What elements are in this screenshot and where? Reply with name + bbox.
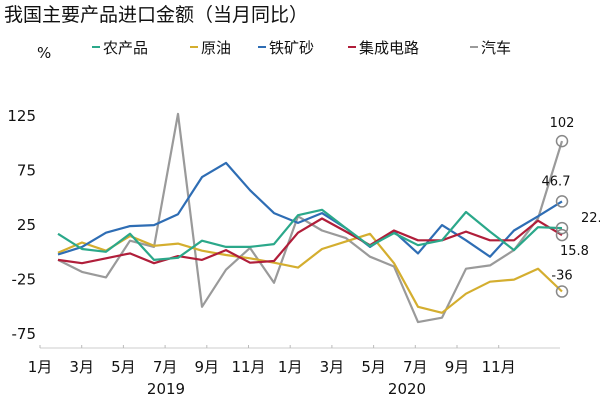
y-tick-label: 125 xyxy=(7,107,36,125)
legend: 农产品 原油 铁矿砂 集成电路 汽车 xyxy=(92,39,511,57)
y-tick-label: -25 xyxy=(12,271,37,289)
end-marker xyxy=(555,285,569,298)
y-tick-label: 75 xyxy=(17,162,36,180)
x-axis-ticks: 1月 3月 5月 7月 9月 11月 1月 3月 5月 7月 9月 11月 xyxy=(28,345,516,376)
y-axis-ticks: 125 75 25 -25 -75 xyxy=(7,107,36,343)
legend-item: 集成电路 xyxy=(348,39,419,57)
y-axis-unit: % xyxy=(37,44,51,62)
chart-title: 我国主要产品进口金额（当月同比） xyxy=(4,4,308,26)
x-tick-label: 9月 xyxy=(445,358,470,376)
legend-item: 铁矿砂 xyxy=(258,39,314,57)
x-tick-label: 7月 xyxy=(403,358,428,376)
data-label: -36 xyxy=(551,269,572,284)
legend-label: 铁矿砂 xyxy=(269,39,314,57)
x-tick-label: 11月 xyxy=(482,358,516,376)
legend-item: 农产品 xyxy=(92,39,148,57)
year-label-2020: 2020 xyxy=(388,380,426,398)
x-tick-label: 3月 xyxy=(69,358,94,376)
legend-item: 原油 xyxy=(190,39,231,57)
end-markers: 22.2 -36 46.7 15.8 102 xyxy=(542,116,600,298)
legend-item: 汽车 xyxy=(470,39,511,57)
data-label: 46.7 xyxy=(542,174,571,189)
end-marker xyxy=(555,228,569,242)
series-line-3 xyxy=(57,217,563,265)
legend-label: 原油 xyxy=(201,39,231,57)
legend-label: 汽车 xyxy=(481,39,511,57)
series-line-2 xyxy=(57,161,563,258)
year-label-2019: 2019 xyxy=(147,380,185,398)
series-line-0 xyxy=(57,208,563,261)
y-tick-label: -75 xyxy=(12,325,37,343)
series-line-4 xyxy=(57,112,564,324)
data-label: 102 xyxy=(550,116,575,131)
x-tick-label: 5月 xyxy=(111,358,136,376)
x-tick-label: 9月 xyxy=(195,358,220,376)
x-tick-label: 3月 xyxy=(320,358,345,376)
data-label: 15.8 xyxy=(560,244,589,259)
series-group xyxy=(57,112,564,324)
y-tick-label: 25 xyxy=(17,216,36,234)
x-tick-label: 11月 xyxy=(231,358,265,376)
series-line-1 xyxy=(57,232,563,314)
legend-label: 集成电路 xyxy=(359,39,419,57)
x-tick-label: 1月 xyxy=(278,358,303,376)
end-marker xyxy=(555,195,569,208)
x-tick-label: 1月 xyxy=(28,358,53,376)
end-marker xyxy=(555,221,569,235)
end-marker xyxy=(555,134,569,148)
legend-label: 农产品 xyxy=(103,39,148,57)
data-label: 22.2 xyxy=(581,211,600,226)
x-tick-label: 5月 xyxy=(361,358,386,376)
x-tick-label: 7月 xyxy=(153,358,178,376)
